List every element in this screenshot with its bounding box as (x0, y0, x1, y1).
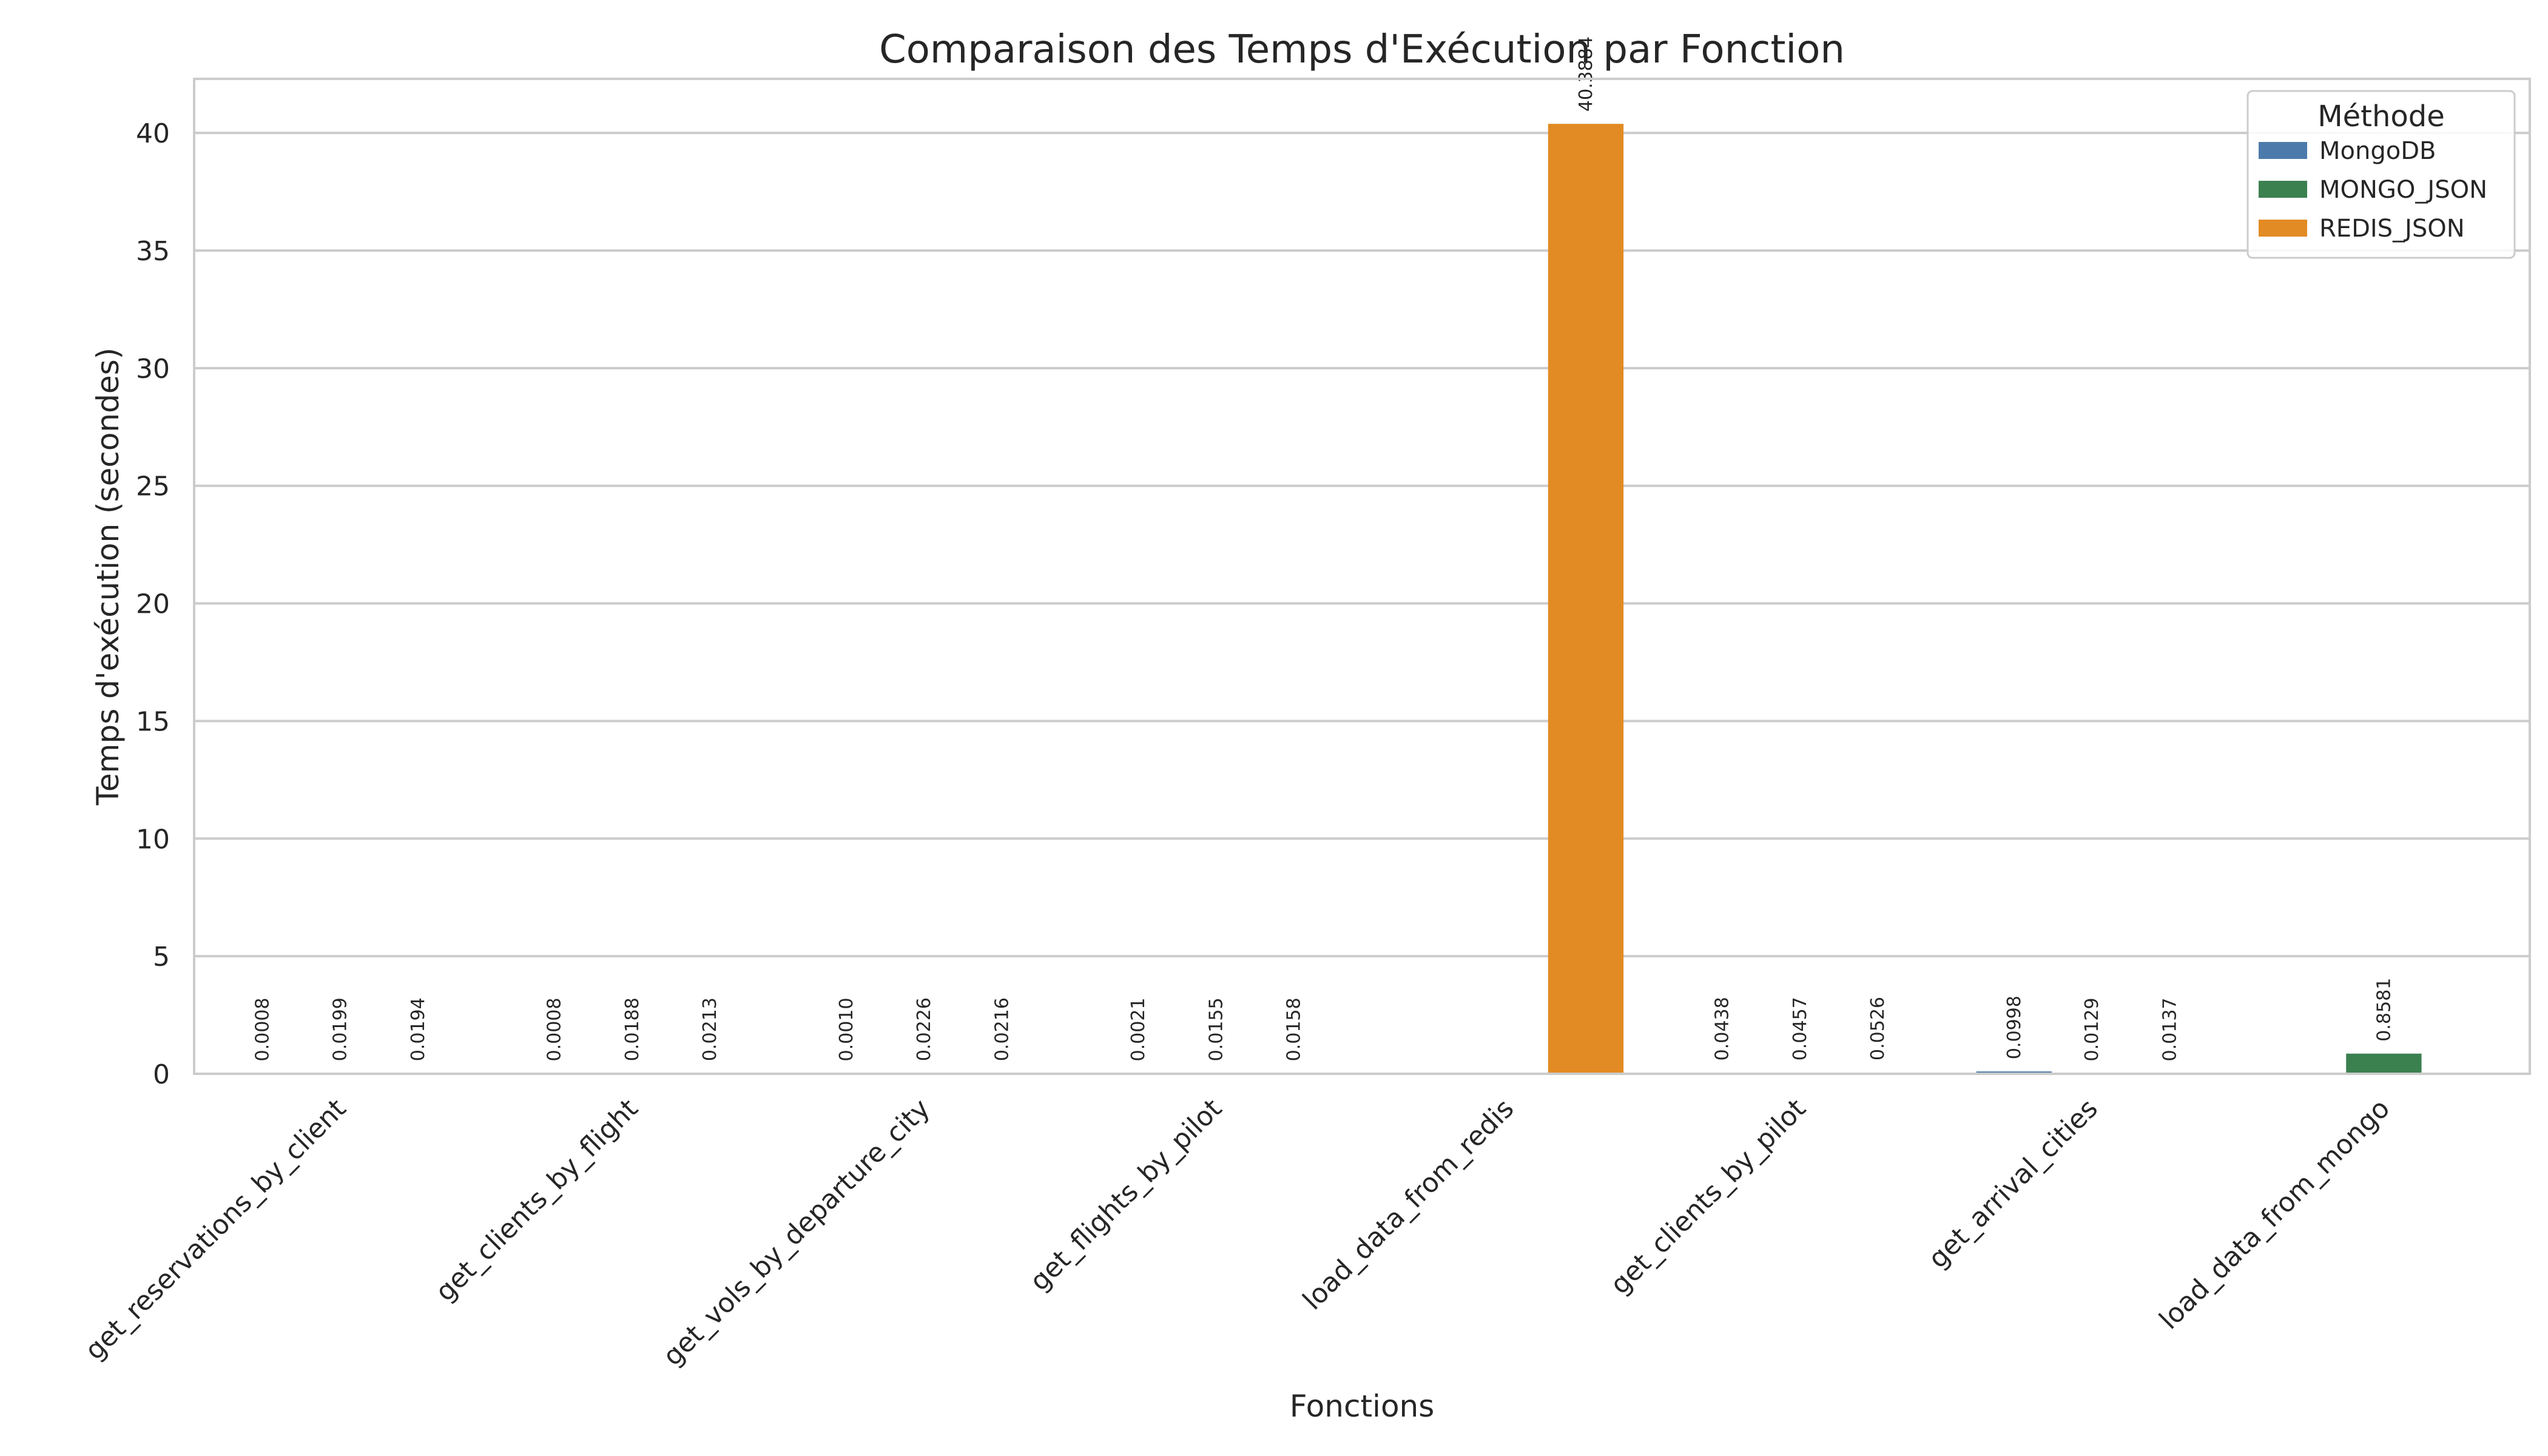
x-axis-label: Fonctions (1290, 1389, 1435, 1424)
y-tick-label: 20 (136, 589, 170, 620)
x-tick-label: get_flights_by_pilot (1024, 1093, 1228, 1297)
x-tick-label: load_data_from_mongo (2154, 1093, 2396, 1336)
bar-value-label: 0.0226 (914, 997, 935, 1061)
bar-value-label: 40.3884 (1576, 36, 1597, 112)
bar-value-label: 0.0008 (252, 998, 273, 1062)
legend-box (2246, 90, 2516, 259)
legend-swatch (2259, 220, 2307, 237)
legend-swatch (2259, 142, 2307, 159)
y-tick-label: 0 (153, 1059, 170, 1090)
y-tick-label: 35 (136, 236, 170, 267)
x-tick-label: load_data_from_redis (1297, 1093, 1520, 1316)
x-tick-label: get_reservations_by_client (79, 1093, 352, 1366)
bar-value-label: 0.0137 (2159, 997, 2180, 1061)
legend-title: Méthode (2317, 99, 2445, 133)
legend-entry-label: MONGO_JSON (2319, 176, 2487, 204)
legend: Méthode MongoDB MONGO_JSON REDIS_JSON (2246, 90, 2516, 259)
bar-value-label: 0.0010 (836, 998, 857, 1062)
bar-value-label: 0.0194 (408, 997, 429, 1061)
bar-value-label: 0.0188 (622, 997, 643, 1061)
legend-entry-label: REDIS_JSON (2319, 215, 2465, 243)
y-tick-label: 10 (136, 824, 170, 855)
bar-value-label: 0.8581 (2373, 978, 2395, 1042)
x-tick-label: get_arrival_cities (1923, 1093, 2104, 1275)
y-axis-label: Temps d'exécution (secondes) (90, 348, 126, 806)
legend-entry-label: MongoDB (2319, 137, 2436, 165)
x-tick-label: get_vols_by_departure_city (657, 1093, 936, 1372)
bar-value-label: 0.0129 (2081, 998, 2103, 1062)
bar-value-label: 0.0158 (1284, 997, 1305, 1061)
bar-value-label: 0.0457 (1790, 997, 1811, 1060)
bar-value-label: 0.0216 (991, 997, 1013, 1061)
bar-value-label: 0.0199 (330, 997, 351, 1061)
bar-value-label: 0.0021 (1128, 998, 1149, 1062)
y-tick-label: 25 (136, 471, 170, 502)
bar-value-label: 0.0998 (2004, 996, 2025, 1059)
bar-value-label: 0.0155 (1205, 997, 1227, 1061)
bar (1548, 124, 1624, 1074)
plot-frame (193, 78, 2531, 1075)
bar-value-label: 0.0526 (1867, 997, 1889, 1060)
y-tick-label: 30 (136, 354, 170, 385)
legend-swatch (2259, 181, 2307, 198)
bar (2346, 1053, 2422, 1074)
x-tick-label: get_clients_by_pilot (1605, 1093, 1812, 1301)
y-tick-label: 40 (136, 118, 170, 149)
chart-title: Comparaison des Temps d'Exécution par Fo… (879, 27, 1845, 72)
x-tick-label: get_clients_by_flight (430, 1093, 644, 1308)
bar-value-label: 0.0213 (699, 997, 721, 1061)
bar-value-label: 0.0008 (544, 998, 565, 1062)
y-tick-label: 5 (153, 942, 170, 972)
bar-value-label: 0.0438 (1712, 997, 1733, 1060)
y-tick-label: 15 (136, 706, 170, 737)
